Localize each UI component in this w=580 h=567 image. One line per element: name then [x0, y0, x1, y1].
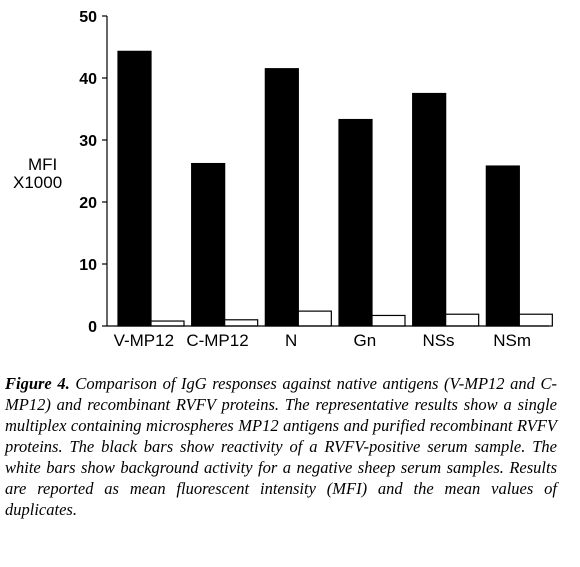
bar: [297, 310, 332, 327]
figure-label: Figure 4.: [5, 374, 70, 393]
y-axis-label-line1: MFI: [28, 155, 57, 174]
y-tick-label: 10: [79, 257, 97, 274]
x-tick-label: V-MP12: [114, 331, 174, 350]
x-tick-label: NSs: [422, 331, 454, 350]
bar: [224, 319, 259, 327]
bar: [371, 314, 406, 327]
y-axis-ticks: 0 10 20 30 40 50: [79, 9, 107, 336]
y-axis-label-line2: X1000: [13, 173, 62, 192]
y-tick-label: 0: [88, 319, 97, 336]
caption-text: Comparison of IgG responses against nati…: [5, 374, 557, 519]
x-tick-label: C-MP12: [186, 331, 248, 350]
bar: [338, 118, 373, 327]
x-axis-labels: V-MP12 C-MP12 N Gn NSs NSm: [114, 331, 531, 350]
bar: [117, 50, 152, 327]
bars: [117, 50, 553, 327]
bar: [412, 92, 447, 327]
bar: [445, 313, 480, 327]
x-tick-label: NSm: [493, 331, 531, 350]
y-tick-label: 30: [79, 133, 97, 150]
x-tick-label: N: [285, 331, 297, 350]
bar: [264, 68, 299, 327]
bar-chart: 0 10 20 30 40 50 V-MP12 C-MP12 N Gn NSs NSm MFI X1…: [13, 9, 553, 350]
bar: [518, 313, 553, 327]
bar: [150, 320, 185, 327]
y-tick-label: 20: [79, 195, 97, 212]
y-tick-label: 50: [79, 9, 97, 26]
y-tick-label: 40: [79, 71, 97, 88]
figure-caption: Figure 4. Comparison of IgG responses ag…: [5, 373, 557, 520]
bar: [191, 162, 226, 327]
x-tick-label: Gn: [353, 331, 376, 350]
bar: [485, 165, 520, 327]
